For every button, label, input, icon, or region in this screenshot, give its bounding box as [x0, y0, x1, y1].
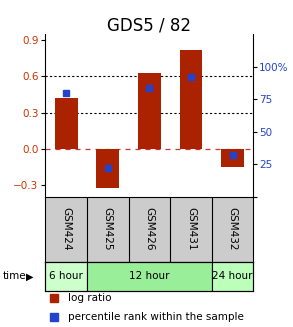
Bar: [96, 149, 119, 188]
Bar: [221, 149, 244, 167]
Text: GSM432: GSM432: [228, 208, 238, 251]
Title: GDS5 / 82: GDS5 / 82: [108, 16, 191, 34]
Text: 6 hour: 6 hour: [49, 271, 83, 282]
Text: ▶: ▶: [26, 271, 34, 282]
Text: time: time: [3, 271, 27, 282]
Text: GSM431: GSM431: [186, 208, 196, 251]
Text: log ratio: log ratio: [68, 293, 112, 303]
Bar: [138, 73, 161, 149]
Bar: [45, 262, 87, 291]
Text: GSM424: GSM424: [61, 208, 71, 251]
Text: 12 hour: 12 hour: [129, 271, 170, 282]
Bar: [212, 262, 253, 291]
Text: 24 hour: 24 hour: [212, 271, 253, 282]
Text: GSM426: GSM426: [144, 208, 154, 251]
Bar: [180, 50, 202, 149]
Text: percentile rank within the sample: percentile rank within the sample: [68, 312, 244, 321]
Bar: [55, 98, 78, 149]
Bar: [87, 262, 212, 291]
Text: GSM425: GSM425: [103, 208, 113, 251]
